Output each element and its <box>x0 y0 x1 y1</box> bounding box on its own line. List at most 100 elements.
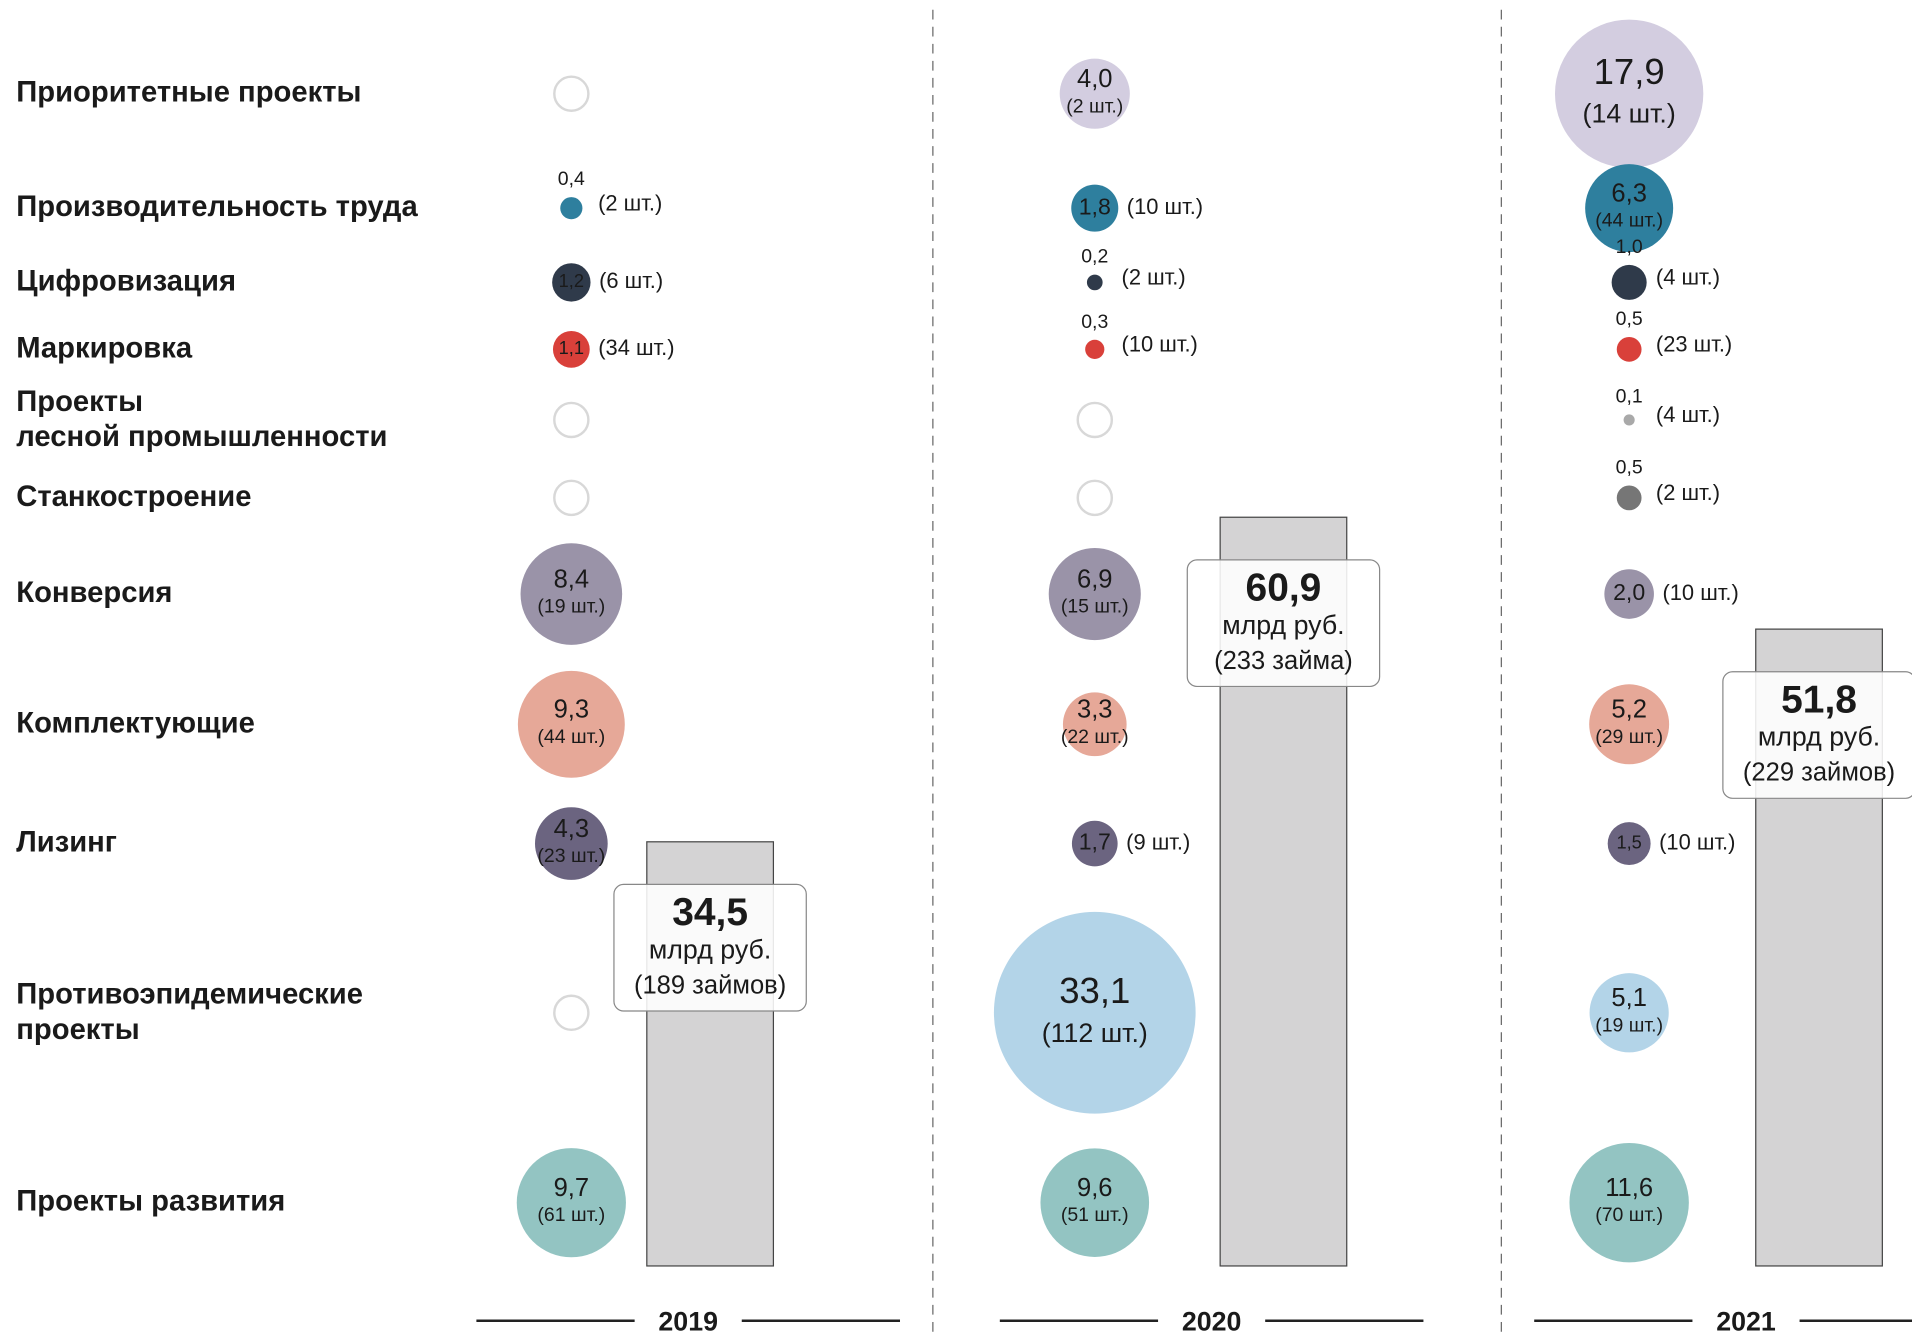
value-label: 1,0 <box>1616 236 1643 258</box>
category-label: Станкостроение <box>16 481 251 513</box>
bubble <box>520 543 623 645</box>
value-label: 1,1 <box>559 337 584 358</box>
empty-bubble <box>553 75 590 112</box>
bubble <box>552 330 590 368</box>
category-line: проекты <box>16 1014 139 1046</box>
count-label: (6 шт.) <box>599 268 663 293</box>
total-box <box>613 883 807 1012</box>
year-label: 2020 <box>1182 1306 1242 1336</box>
count-label: (70 шт.) <box>1595 1204 1663 1226</box>
total-unit: млрд руб. <box>649 934 771 964</box>
category-line: Проекты развития <box>16 1185 285 1217</box>
bubble <box>560 197 583 220</box>
value-label: 5,2 <box>1611 696 1647 724</box>
category-label: Лизинг <box>16 826 117 858</box>
count-label: (61 шт.) <box>537 1204 605 1226</box>
count-label: (51 шт.) <box>1061 1204 1129 1226</box>
empty-bubble <box>1076 479 1114 517</box>
value-label: 0,3 <box>1081 311 1108 333</box>
category-line: Маркировка <box>16 332 193 364</box>
total-unit: млрд руб. <box>1222 610 1344 640</box>
total-value: 60,9 <box>1246 567 1322 610</box>
bubble <box>1616 485 1642 511</box>
total-box <box>1722 671 1912 799</box>
count-label: (22 шт.) <box>1061 726 1129 748</box>
bubble <box>1616 336 1642 362</box>
value-label: 4,3 <box>554 815 590 843</box>
count-label: (15 шт.) <box>1061 596 1129 618</box>
bubble <box>1611 264 1647 300</box>
count-label: (2 шт.) <box>598 190 662 215</box>
empty-bubble <box>1076 401 1114 439</box>
bubble <box>1040 1148 1150 1257</box>
category-label: Маркировка <box>16 332 193 364</box>
value-label: 4,0 <box>1077 65 1113 93</box>
value-label: 1,7 <box>1079 829 1111 855</box>
bubble <box>1071 820 1118 867</box>
bubble <box>516 1148 626 1258</box>
value-label: 2,0 <box>1613 579 1645 605</box>
count-label: (4 шт.) <box>1656 265 1720 290</box>
count-label: (19 шт.) <box>537 596 605 618</box>
category-label: Конверсия <box>16 577 172 609</box>
value-label: 11,6 <box>1605 1174 1653 1202</box>
count-label: (23 шт.) <box>1656 331 1732 356</box>
category-label: Комплектующие <box>16 707 255 739</box>
total-unit: млрд руб. <box>1758 722 1880 752</box>
category-line: Комплектующие <box>16 707 255 739</box>
value-label: 9,3 <box>554 696 590 724</box>
category-line: Цифровизация <box>16 265 236 297</box>
value-label: 33,1 <box>1059 970 1130 1011</box>
bubble <box>1607 822 1651 866</box>
total-loans: (189 займов) <box>634 971 786 999</box>
category-line: Противоэпидемические <box>16 978 363 1010</box>
bubble <box>1062 692 1127 757</box>
count-label: (14 шт.) <box>1583 99 1676 129</box>
total-box <box>1186 559 1381 688</box>
category-label: Противоэпидемические проекты <box>16 978 363 1045</box>
bubble <box>993 911 1196 1114</box>
count-label: (10 шт.) <box>1662 580 1738 605</box>
count-label: (10 шт.) <box>1127 194 1203 219</box>
count-label: (10 шт.) <box>1659 829 1735 854</box>
count-label: (44 шт.) <box>1595 210 1663 232</box>
value-label: 9,6 <box>1077 1174 1113 1202</box>
category-line: Приоритетные проекты <box>16 76 361 108</box>
value-label: 1,5 <box>1616 831 1641 852</box>
count-label: (29 шт.) <box>1595 726 1663 748</box>
bubble <box>1059 58 1130 129</box>
category-label: Цифровизация <box>16 265 236 297</box>
value-label: 0,2 <box>1081 246 1108 268</box>
value-label: 0,4 <box>558 168 585 190</box>
category-label: Производительность труда <box>16 191 418 223</box>
total-loans: (229 займов) <box>1743 759 1895 787</box>
empty-bubble <box>553 401 590 439</box>
bubble <box>1071 184 1119 232</box>
bubble <box>1085 339 1105 359</box>
bubble <box>1623 414 1635 426</box>
category-label: Проекты лесной промышленности <box>16 386 387 453</box>
total-value: 51,8 <box>1781 678 1857 721</box>
value-label: 8,4 <box>554 565 590 593</box>
value-label: 3,3 <box>1077 696 1113 724</box>
total-value: 34,5 <box>672 891 748 934</box>
category-line: Производительность труда <box>16 191 418 223</box>
value-label: 6,3 <box>1611 180 1647 208</box>
bubble <box>1604 569 1654 619</box>
empty-bubble <box>553 994 590 1032</box>
value-label: 5,1 <box>1611 984 1647 1012</box>
bubble <box>517 670 625 778</box>
value-label: 0,1 <box>1616 386 1643 408</box>
bubble <box>1589 973 1669 1053</box>
count-label: (44 шт.) <box>537 726 605 748</box>
value-label: 0,5 <box>1616 457 1643 479</box>
value-label: 17,9 <box>1594 51 1665 92</box>
count-label: (10 шт.) <box>1122 331 1198 356</box>
count-label: (19 шт.) <box>1595 1014 1663 1036</box>
year-label: 2019 <box>658 1306 718 1336</box>
bubble <box>1086 274 1103 291</box>
bubble <box>1589 684 1670 765</box>
value-label: 1,8 <box>1079 193 1111 219</box>
bubble <box>1554 19 1704 168</box>
